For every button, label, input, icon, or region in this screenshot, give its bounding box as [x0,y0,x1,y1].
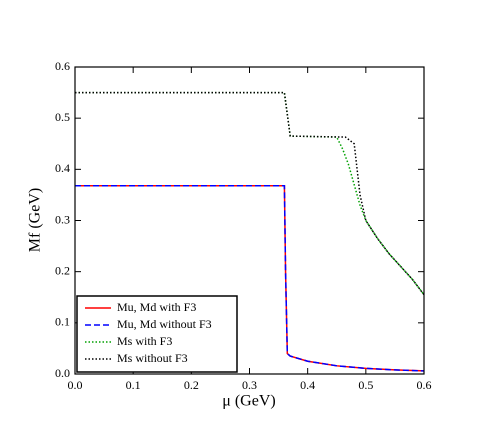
x-tick-label: 0.6 [417,378,432,392]
x-tick-label: 0.4 [300,378,315,392]
series-line [75,91,425,296]
x-tick-label: 0.2 [184,378,199,392]
y-tick-label: 0.2 [55,263,70,277]
y-tick-label: 0.6 [55,59,70,73]
y-tick-label: 0.1 [55,315,70,329]
series-line [75,184,425,372]
legend-label: Ms without F3 [117,351,188,365]
x-tick-label: 0.3 [242,378,257,392]
plot-frame [74,66,425,375]
y-axis-label: Mf (GeV) [27,188,44,252]
legend-label: Mu, Md without F3 [117,317,212,331]
y-tick-label: 0.3 [55,212,70,226]
x-tick-label: 0.5 [358,378,373,392]
x-axis-label: μ (GeV) [222,393,275,410]
series-line [75,91,425,296]
y-tick-label: 0.5 [55,110,70,124]
y-tick-label: 0.4 [55,161,70,175]
x-tick-label: 0.0 [68,378,83,392]
y-tick-label: 0.0 [55,366,70,380]
legend-label: Ms with F3 [117,334,172,348]
x-tick-label: 0.1 [126,378,141,392]
legend-label: Mu, Md with F3 [117,300,196,314]
